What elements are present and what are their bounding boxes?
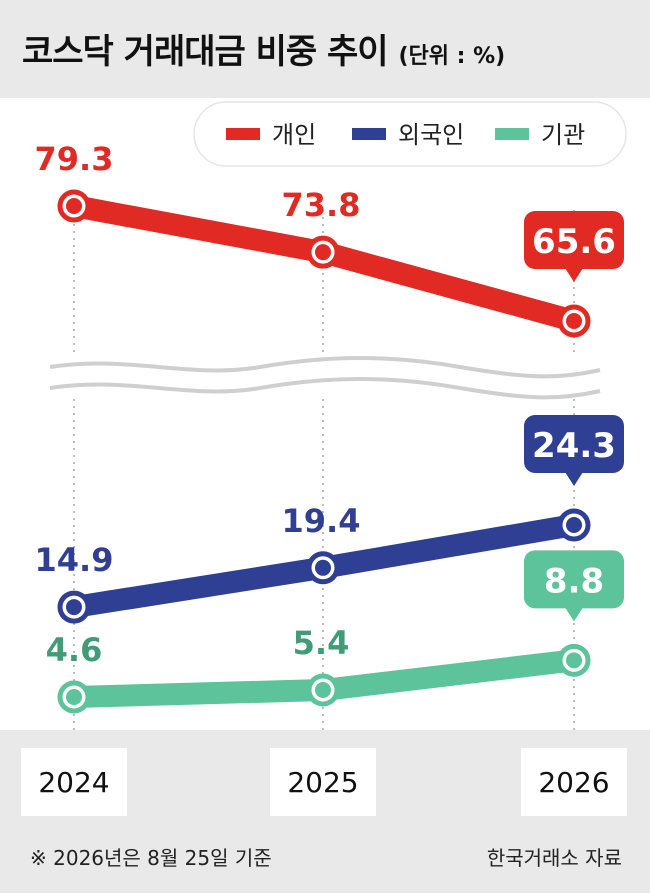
data-point-3-2026 bbox=[557, 643, 591, 677]
value-label-3-2025: 5.4 bbox=[293, 624, 350, 662]
legend-swatch-1 bbox=[226, 128, 260, 140]
callout-value: 65.6 bbox=[532, 222, 616, 262]
legend: 개인 외국인 기관 bbox=[193, 101, 627, 167]
point-center bbox=[566, 517, 582, 533]
callout-box bbox=[524, 550, 624, 609]
point-center bbox=[566, 652, 582, 669]
tick-label: 2024 bbox=[38, 766, 109, 799]
callout-pointer bbox=[565, 607, 583, 622]
point-center bbox=[315, 559, 331, 576]
point-center bbox=[66, 689, 82, 705]
callout-1: 65.6 bbox=[524, 211, 624, 282]
legend-label-1: 개인 bbox=[272, 121, 316, 149]
callout-3: 8.8 bbox=[524, 550, 624, 622]
data-point-2-2025 bbox=[306, 551, 340, 585]
unit-label: (단위 : %) bbox=[398, 44, 506, 69]
chart-title: 코스닥 거래대금 비중 추이 (단위 : %) bbox=[22, 24, 505, 73]
data-point-2-2026 bbox=[557, 508, 591, 542]
value-label-1-2024: 79.3 bbox=[35, 140, 114, 178]
x-tick-2025: 2025 bbox=[270, 748, 376, 816]
callout-value: 8.8 bbox=[544, 561, 604, 601]
point-center bbox=[315, 244, 331, 261]
callout-box bbox=[524, 415, 624, 473]
point-center bbox=[315, 682, 331, 699]
legend-swatch-2 bbox=[352, 128, 386, 140]
callout-2: 24.3 bbox=[524, 415, 624, 486]
data-point-3-2025 bbox=[306, 673, 340, 707]
point-center bbox=[66, 599, 82, 616]
tick-box bbox=[21, 748, 127, 816]
point-center bbox=[66, 198, 82, 214]
tick-label: 2026 bbox=[538, 766, 609, 799]
footnote: ※ 2026년은 8월 25일 기준 bbox=[30, 846, 272, 870]
value-label-3-2024: 4.6 bbox=[46, 631, 103, 669]
tick-box bbox=[270, 748, 376, 816]
tick-label: 2025 bbox=[287, 766, 358, 799]
callout-box bbox=[524, 211, 624, 269]
value-label-2-2024: 14.9 bbox=[35, 541, 114, 579]
data-point-1-2025 bbox=[306, 235, 340, 269]
legend-label-2: 외국인 bbox=[398, 121, 464, 149]
legend-label-3: 기관 bbox=[541, 121, 585, 149]
value-label-2-2025: 19.4 bbox=[282, 502, 361, 540]
legend-swatch-3 bbox=[495, 128, 529, 140]
x-tick-2026: 2026 bbox=[521, 748, 627, 816]
data-point-1-2026 bbox=[557, 304, 591, 338]
tick-box bbox=[521, 748, 627, 816]
value-label-1-2025: 73.8 bbox=[282, 186, 361, 224]
callout-pointer bbox=[565, 268, 583, 282]
x-tick-2024: 2024 bbox=[21, 748, 127, 816]
title-text: 코스닥 거래대금 비중 추이 bbox=[22, 32, 389, 72]
data-point-3-2024 bbox=[57, 680, 91, 714]
data-point-1-2024 bbox=[57, 189, 91, 223]
axis-break bbox=[0, 356, 650, 400]
data-point-2-2024 bbox=[57, 590, 91, 624]
source-note: 한국거래소 자료 bbox=[486, 846, 622, 870]
point-center bbox=[566, 313, 582, 329]
callout-value: 24.3 bbox=[532, 426, 616, 466]
callout-pointer bbox=[565, 472, 583, 486]
